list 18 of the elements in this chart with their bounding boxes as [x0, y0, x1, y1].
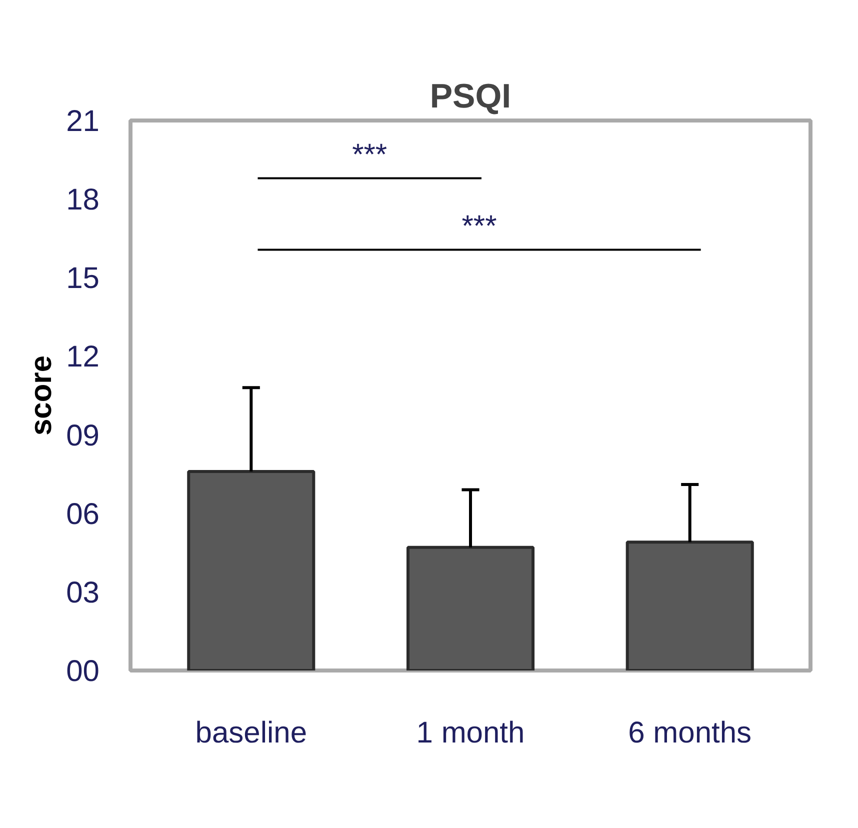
y-tick-label: 15	[66, 262, 100, 296]
bar	[187, 470, 316, 670]
x-tick-label: baseline	[195, 716, 308, 750]
chart-title: PSQI	[430, 78, 512, 116]
annotation: ***	[352, 138, 388, 172]
y-tick-label: 09	[66, 419, 100, 452]
y-tick-label: 03	[66, 576, 100, 610]
x-tick-label: 6 months	[628, 716, 752, 750]
annotation: ***	[462, 210, 498, 244]
x-tick-label: 1 month	[416, 716, 525, 750]
y-tick-label: 12	[66, 340, 100, 374]
bar	[406, 546, 535, 670]
y-tick-label: 18	[66, 184, 100, 217]
y-axis-title: score	[25, 355, 58, 436]
y-tick-label: 00	[66, 655, 100, 688]
y-tick-label: 21	[66, 105, 100, 138]
y-tick-label: 06	[66, 498, 100, 531]
bar	[626, 540, 754, 670]
